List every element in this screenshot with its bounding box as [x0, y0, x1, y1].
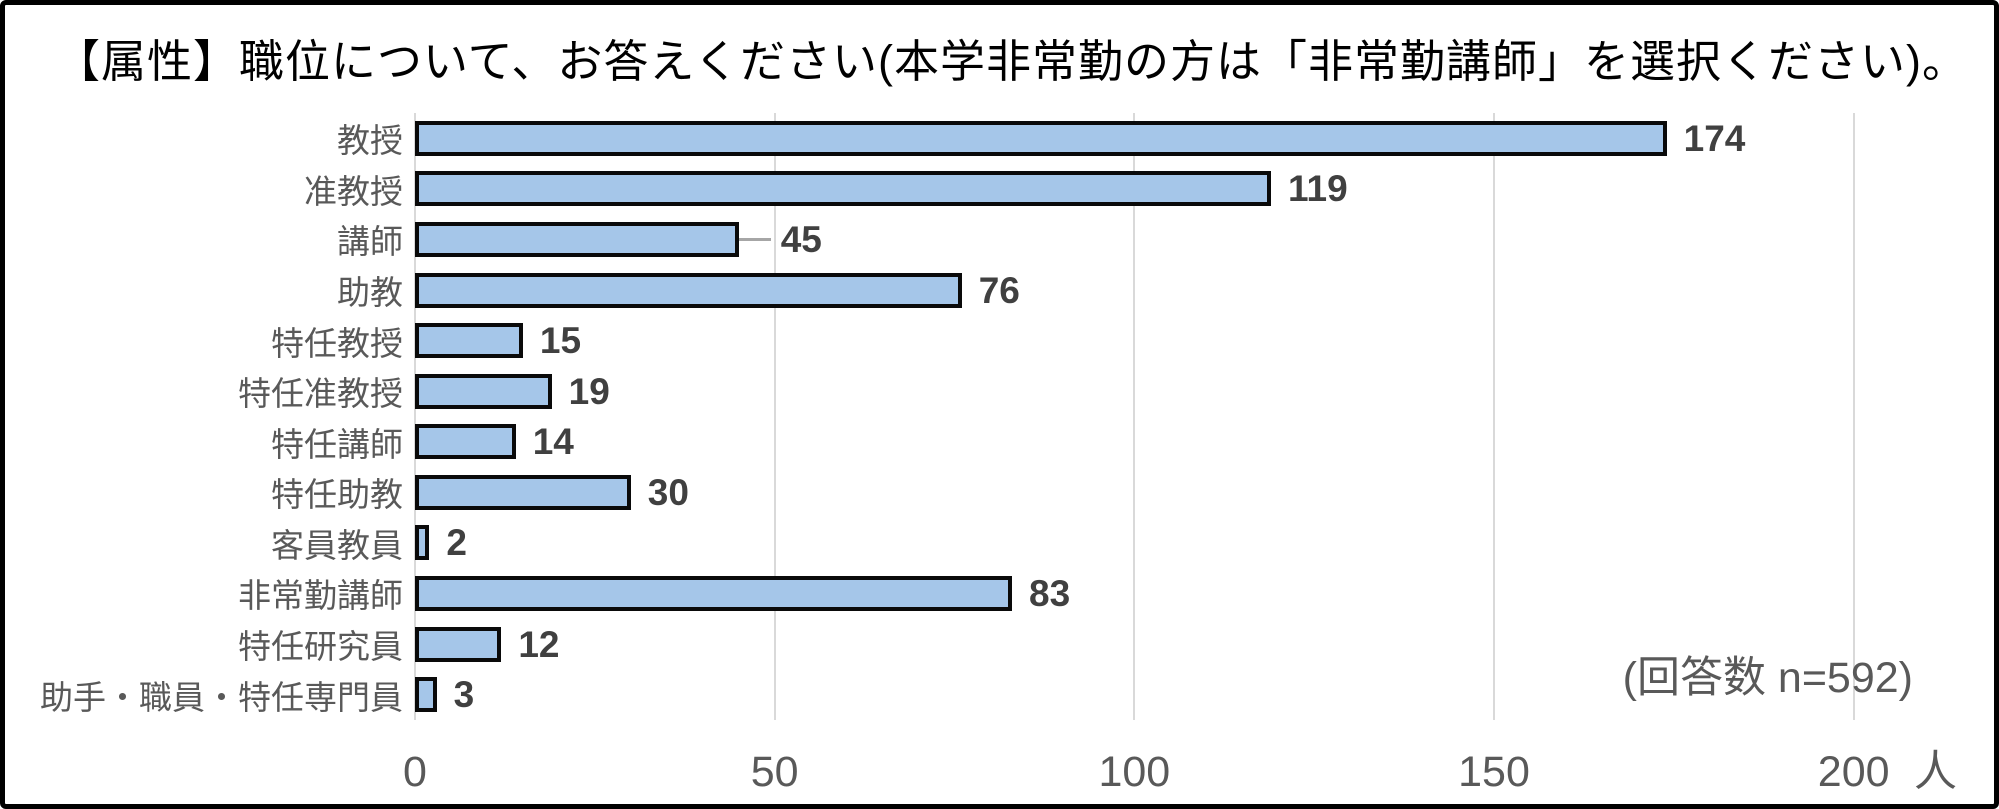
category-label: 特任研究員	[238, 628, 403, 666]
response-count-annotation: (回答数 n=592)	[1622, 654, 1913, 702]
x-tick-label: 0	[403, 748, 427, 796]
gridline	[1852, 113, 1855, 720]
category-label: 客員教員	[271, 526, 403, 564]
value-label: 12	[518, 623, 560, 665]
category-axis: 教授准教授講師助教特任教授特任准教授特任講師特任助教客員教員非常勤講師特任研究員…	[5, 113, 403, 720]
value-label: 19	[568, 370, 610, 412]
value-label: 174	[1683, 117, 1746, 159]
category-label: 助教	[337, 274, 403, 312]
bar-row: 83	[415, 568, 1940, 619]
leader-line	[738, 237, 771, 241]
category-label: 助手・職員・特任専門員	[40, 678, 403, 716]
category-label: 非常勤講師	[238, 577, 403, 615]
x-tick-label: 150	[1458, 748, 1530, 796]
value-label: 45	[780, 218, 822, 260]
bar	[415, 272, 962, 308]
category-label: 講師	[337, 223, 403, 261]
value-label: 83	[1029, 572, 1071, 614]
category-label: 特任助教	[271, 476, 403, 514]
bar-row: 19	[415, 366, 1940, 417]
bar	[415, 424, 516, 460]
bar	[415, 677, 437, 713]
gridline	[414, 113, 416, 720]
bar-row: 76	[415, 265, 1940, 316]
bar	[415, 575, 1013, 611]
category-label: 准教授	[304, 172, 403, 210]
plot-area: 174 119 45 76 15 19 14 30 2 83 12 3	[414, 113, 1940, 720]
category-label: 教授	[337, 122, 403, 160]
value-label: 119	[1288, 168, 1348, 210]
value-label: 3	[453, 674, 475, 716]
value-label: 76	[978, 269, 1020, 311]
bar	[415, 323, 523, 359]
bar-row: 14	[415, 416, 1940, 467]
category-label: 特任准教授	[238, 375, 403, 413]
bar-row: 2	[415, 518, 1940, 569]
bar-row: 3	[415, 669, 1940, 720]
bar	[415, 221, 739, 257]
x-tick-label: 100	[1098, 748, 1171, 796]
bar	[415, 120, 1667, 156]
bar	[415, 171, 1271, 207]
bar-row: 45	[415, 214, 1940, 265]
bar-series: 174 119 45 76 15 19 14 30 2 83 12 3	[415, 113, 1940, 720]
bar-row: 174	[415, 113, 1940, 164]
bar	[415, 373, 552, 409]
bar	[415, 474, 631, 510]
x-axis-unit-label: 人	[1914, 748, 1957, 796]
gridline	[773, 113, 776, 720]
value-label: 30	[647, 471, 689, 513]
chart-title: 【属性】職位について、お答えください(本学非常勤の方は「非常勤講師」を選択くださ…	[55, 36, 1969, 87]
gridline	[1493, 113, 1495, 720]
bar	[415, 525, 430, 561]
x-axis: 人 0 50 100 150 200	[5, 747, 1994, 799]
category-label: 特任講師	[271, 425, 403, 463]
bar-row: 12	[415, 619, 1940, 670]
x-tick-label: 200	[1817, 748, 1890, 796]
x-tick-label: 50	[750, 748, 799, 796]
bar-row: 30	[415, 467, 1940, 518]
value-label: 2	[446, 522, 467, 564]
category-label: 特任教授	[271, 324, 403, 362]
bar-row: 119	[415, 164, 1940, 215]
bar-row: 15	[415, 315, 1940, 366]
gridline	[1133, 113, 1136, 720]
value-label: 14	[532, 421, 574, 463]
value-label: 15	[539, 320, 582, 362]
bar	[415, 626, 502, 662]
